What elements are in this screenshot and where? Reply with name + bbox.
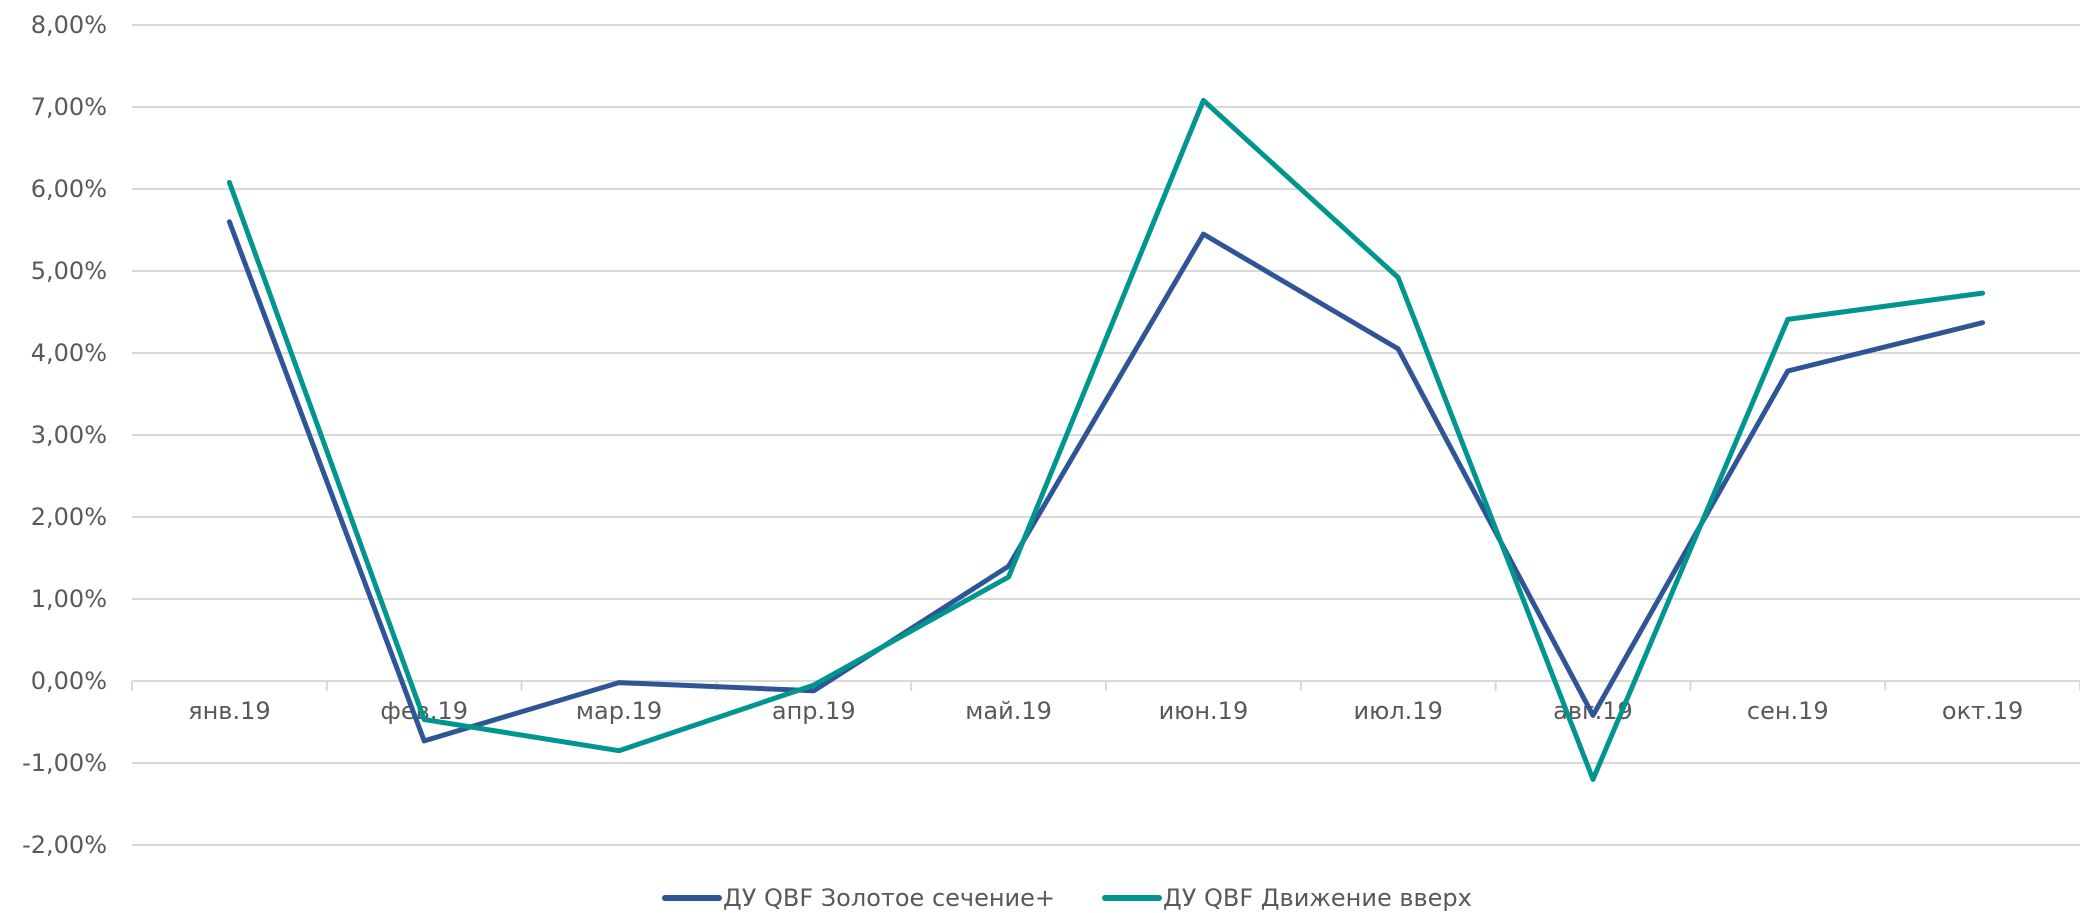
legend: ДУ QBF Золотое сечение+ ДУ QBF Движение в… <box>662 884 1472 912</box>
y-tick-label: 5,00% <box>31 257 107 285</box>
y-tick-label: 2,00% <box>31 503 107 531</box>
y-tick-label: 7,00% <box>31 93 107 121</box>
x-tick-label: сен.19 <box>1747 697 1829 725</box>
x-tick-label: апр.19 <box>772 697 856 725</box>
y-tick-label: 4,00% <box>31 339 107 367</box>
y-tick-label: 8,00% <box>31 11 107 39</box>
y-tick-label: -2,00% <box>22 831 107 859</box>
x-tick-label: июл.19 <box>1354 697 1443 725</box>
x-tick-label: мар.19 <box>576 697 662 725</box>
y-tick-label: 1,00% <box>31 585 107 613</box>
x-tick-label: июн.19 <box>1159 697 1249 725</box>
y-tick-label: -1,00% <box>22 749 107 777</box>
legend-label: ДУ QBF Движение вверх <box>1163 884 1472 912</box>
x-tick-label: май.19 <box>965 697 1052 725</box>
legend-label: ДУ QBF Золотое сечение+ <box>723 884 1055 912</box>
y-tick-label: 6,00% <box>31 175 107 203</box>
y-tick-label: 3,00% <box>31 421 107 449</box>
gridlines <box>132 24 2080 846</box>
series-lines <box>226 97 1986 782</box>
x-tick-label: янв.19 <box>188 697 270 725</box>
y-tick-label: 0,00% <box>31 667 107 695</box>
x-tick-label: окт.19 <box>1942 697 2023 725</box>
series-line-2 <box>226 97 1986 782</box>
y-axis-ticks: 8,00% 7,00% 6,00% 5,00% 4,00% 3,00% 2,00% 1,00%… <box>22 11 107 859</box>
